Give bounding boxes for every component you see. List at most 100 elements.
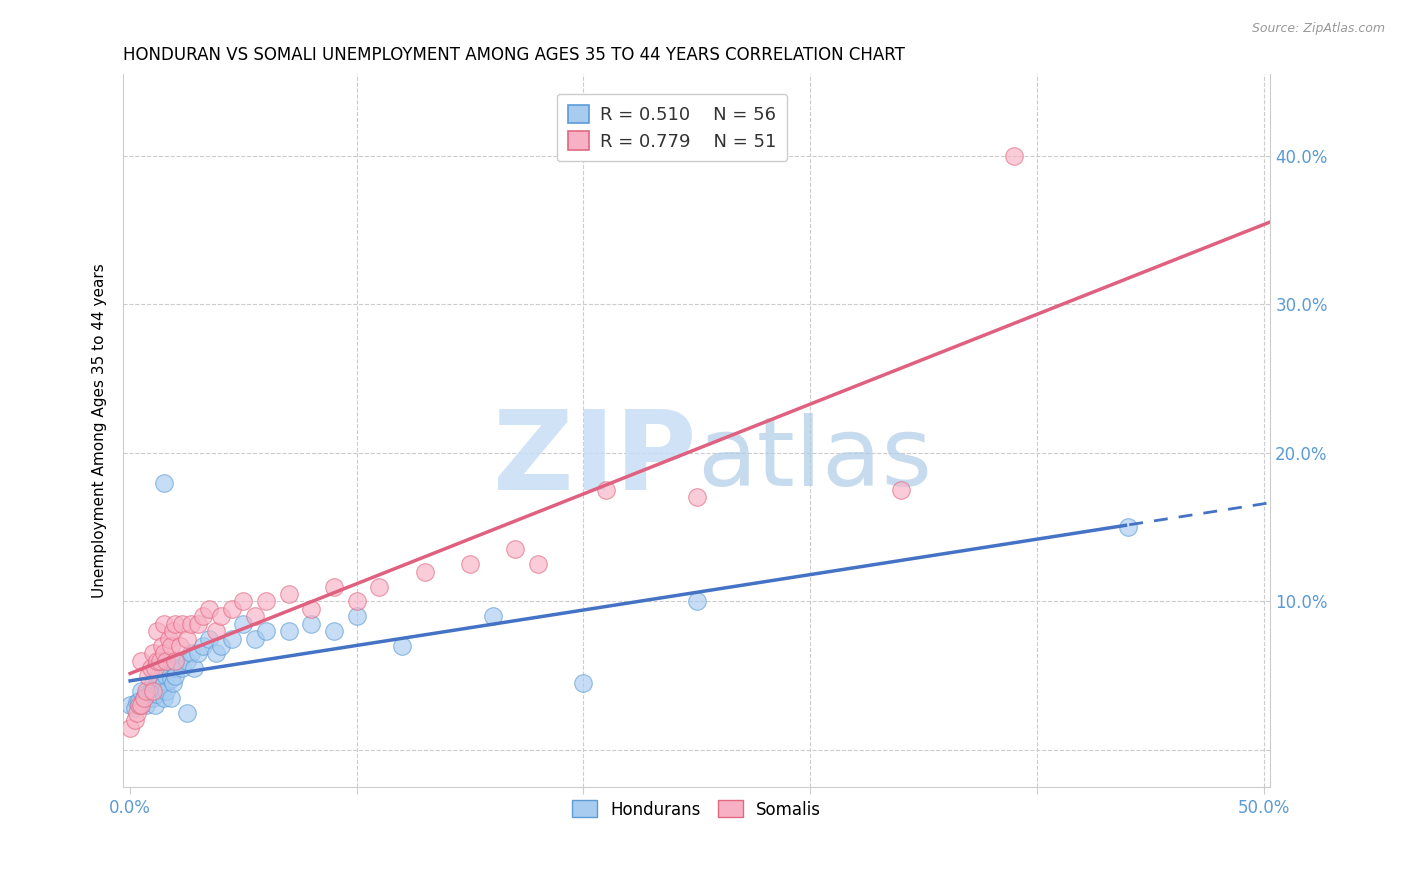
Point — [209, 639, 232, 653]
Point — [128, 698, 150, 713]
Point — [148, 654, 170, 668]
Point — [135, 683, 157, 698]
Point — [131, 683, 153, 698]
Point — [505, 542, 527, 557]
Y-axis label: Unemployment Among Ages 35 to 44 years: Unemployment Among Ages 35 to 44 years — [93, 263, 107, 598]
Point — [120, 698, 142, 713]
Point — [160, 691, 183, 706]
Point — [160, 639, 183, 653]
Point — [165, 661, 187, 675]
Point — [136, 669, 159, 683]
Point — [162, 676, 184, 690]
Point — [165, 654, 187, 668]
Point — [143, 661, 166, 675]
Point — [131, 698, 153, 713]
Point — [209, 609, 232, 624]
Point — [146, 624, 169, 639]
Text: HONDURAN VS SOMALI UNEMPLOYMENT AMONG AGES 35 TO 44 YEARS CORRELATION CHART: HONDURAN VS SOMALI UNEMPLOYMENT AMONG AG… — [124, 46, 905, 64]
Point — [243, 609, 266, 624]
Point — [153, 691, 176, 706]
Point — [155, 669, 177, 683]
Point — [527, 558, 550, 572]
Point — [176, 706, 198, 720]
Point — [155, 654, 177, 668]
Point — [254, 624, 277, 639]
Point — [176, 654, 198, 668]
Point — [153, 676, 176, 690]
Point — [183, 661, 205, 675]
Point — [890, 483, 912, 497]
Point — [142, 683, 165, 698]
Point — [458, 558, 481, 572]
Point — [160, 672, 183, 686]
Text: Source: ZipAtlas.com: Source: ZipAtlas.com — [1251, 22, 1385, 36]
Point — [187, 647, 209, 661]
Point — [221, 602, 243, 616]
Point — [132, 691, 155, 706]
Point — [595, 483, 617, 497]
Point — [323, 624, 346, 639]
Point — [169, 639, 191, 653]
Point — [142, 676, 165, 690]
Point — [198, 632, 221, 646]
Point — [150, 639, 173, 653]
Point — [323, 580, 346, 594]
Point — [132, 691, 155, 706]
Point — [162, 624, 184, 639]
Point — [187, 616, 209, 631]
Point — [125, 706, 148, 720]
Point — [482, 609, 505, 624]
Point — [232, 594, 254, 608]
Point — [277, 624, 299, 639]
Point — [1116, 520, 1139, 534]
Point — [153, 475, 176, 490]
Point — [301, 616, 323, 631]
Point — [128, 694, 150, 708]
Point — [346, 594, 368, 608]
Point — [169, 654, 191, 668]
Point — [221, 632, 243, 646]
Point — [180, 616, 202, 631]
Point — [368, 580, 391, 594]
Point — [686, 594, 709, 608]
Point — [150, 683, 173, 698]
Point — [301, 602, 323, 616]
Point — [146, 687, 169, 701]
Legend: Hondurans, Somalis: Hondurans, Somalis — [565, 794, 828, 825]
Point — [413, 565, 436, 579]
Point — [191, 609, 214, 624]
Point — [120, 721, 142, 735]
Point — [572, 676, 595, 690]
Point — [143, 681, 166, 695]
Point — [391, 639, 413, 653]
Point — [136, 691, 159, 706]
Point — [139, 683, 162, 698]
Point — [142, 687, 165, 701]
Point — [139, 661, 162, 675]
Point — [232, 616, 254, 631]
Point — [191, 639, 214, 653]
Point — [254, 594, 277, 608]
Point — [135, 698, 157, 713]
Point — [198, 602, 221, 616]
Point — [346, 609, 368, 624]
Point — [143, 698, 166, 713]
Point — [172, 661, 194, 675]
Point — [686, 491, 709, 505]
Point — [205, 647, 228, 661]
Point — [205, 624, 228, 639]
Point — [146, 676, 169, 690]
Point — [176, 632, 198, 646]
Point — [131, 654, 153, 668]
Point — [165, 669, 187, 683]
Point — [1002, 149, 1025, 163]
Point — [157, 661, 180, 675]
Point — [124, 701, 146, 715]
Point — [148, 672, 170, 686]
Point — [153, 616, 176, 631]
Text: ZIP: ZIP — [494, 406, 697, 513]
Point — [243, 632, 266, 646]
Point — [135, 687, 157, 701]
Point — [277, 587, 299, 601]
Point — [157, 632, 180, 646]
